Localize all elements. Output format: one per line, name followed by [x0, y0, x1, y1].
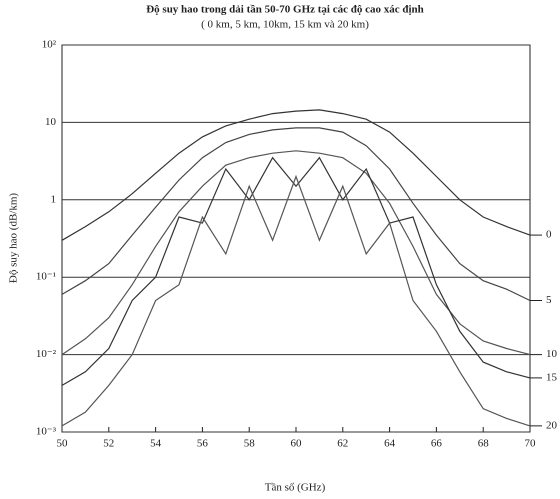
x-tick-label: 62 [337, 438, 348, 450]
y-tick-label: 1 [51, 193, 57, 205]
y-tick-label: 10² [42, 39, 57, 51]
chart-title: Độ suy hao trong dải tần 50-70 GHz tại c… [146, 4, 424, 16]
x-tick-label: 70 [525, 438, 537, 450]
y-axis-label: Độ suy hao (dB/km) [8, 193, 20, 283]
x-tick-label: 64 [384, 438, 396, 450]
x-tick-label: 50 [57, 438, 69, 450]
x-tick-label: 58 [244, 438, 256, 450]
x-tick-label: 52 [103, 438, 114, 450]
series-line [61, 150, 531, 356]
series-line [61, 156, 531, 386]
x-tick-label: 68 [478, 438, 490, 450]
x-tick-label: 54 [150, 438, 162, 450]
y-tick-label: 10⁻² [36, 348, 57, 360]
y-tick-label: 10⁻¹ [36, 271, 56, 283]
plot-frame [61, 44, 531, 433]
legend-label: 0 [546, 229, 552, 241]
series-line [61, 109, 531, 241]
series-line [61, 174, 531, 427]
series-line [61, 127, 531, 302]
chart-subtitle: ( 0 km, 5 km, 10km, 15 km và 20 km) [201, 19, 369, 31]
x-tick-label: 56 [197, 438, 209, 450]
legend-label: 5 [546, 294, 552, 306]
legend-label: 10 [546, 348, 558, 360]
y-tick-label: 10⁻³ [36, 426, 57, 438]
x-tick-label: 66 [431, 438, 443, 450]
legend-label: 20 [546, 419, 558, 431]
x-tick-label: 60 [291, 438, 303, 450]
legend-label: 15 [546, 371, 558, 383]
x-axis-label: Tần số (GHz) [265, 482, 326, 494]
y-tick-label: 10 [45, 116, 57, 128]
